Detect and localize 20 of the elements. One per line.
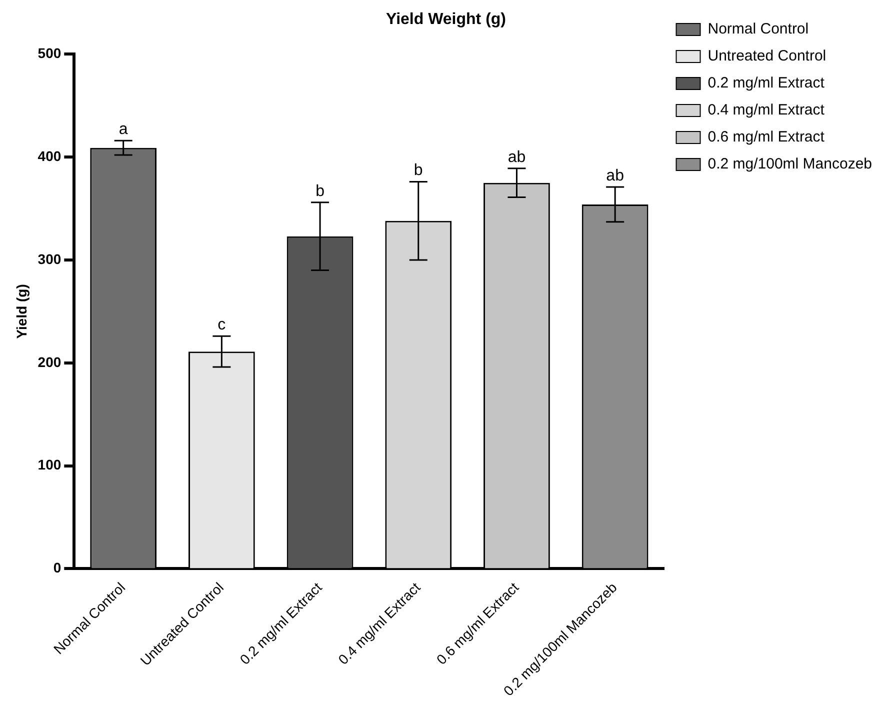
y-tick-label: 100 xyxy=(38,456,62,473)
legend-label: Untreated Control xyxy=(708,48,826,65)
legend-label: 0.4 mg/ml Extract xyxy=(708,102,826,119)
annotation: c xyxy=(218,316,226,334)
y-tick-label: 500 xyxy=(38,45,62,62)
annotation: a xyxy=(118,121,128,138)
legend-label: 0.2 mg/ml Extract xyxy=(708,74,826,92)
legend-label: 0.6 mg/ml Extract xyxy=(708,128,826,146)
annotation: b xyxy=(414,162,423,180)
annotation: b xyxy=(316,182,325,200)
annotation: ab xyxy=(508,148,526,166)
annotation: ab xyxy=(606,167,624,184)
y-tick-label: 200 xyxy=(38,354,62,370)
legend-label: 0.2 mg/100ml Mancozeb xyxy=(708,156,872,173)
y-tick-label: 400 xyxy=(38,148,62,164)
legend-label: Normal Control xyxy=(708,20,809,38)
y-tick-label: 300 xyxy=(38,250,62,267)
y-tick-label: 0 xyxy=(53,560,62,576)
y-axis-title: Yield (g) xyxy=(13,284,30,339)
chart-title: Yield Weight (g) xyxy=(386,11,506,28)
